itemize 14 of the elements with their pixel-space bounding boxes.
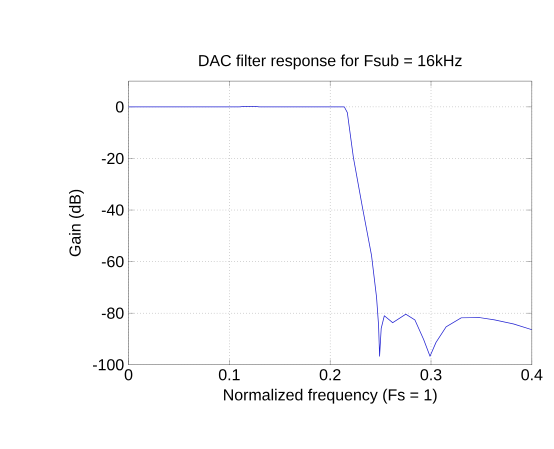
x-tick-label: 0.3: [420, 369, 442, 380]
y-tick-label: -60: [102, 256, 124, 268]
y-tick-label: -80: [102, 308, 124, 319]
x-axis-title: Normalized frequency (Fs = 1): [224, 388, 437, 404]
y-tick-label: -100: [92, 359, 124, 370]
chart-title: DAC filter response for Fsub = 16kHz: [199, 54, 462, 70]
x-tick-label: 0.1: [218, 369, 240, 380]
y-tick-label: -40: [102, 204, 124, 216]
y-tick-label: 0: [116, 101, 124, 113]
x-tick-label: 0.2: [320, 369, 340, 380]
y-tick-label: -20: [102, 152, 124, 164]
x-tick-label: 0: [124, 369, 132, 380]
y-axis-title: Gain (dB): [69, 190, 84, 256]
x-tick-label: 0.4: [521, 369, 542, 380]
